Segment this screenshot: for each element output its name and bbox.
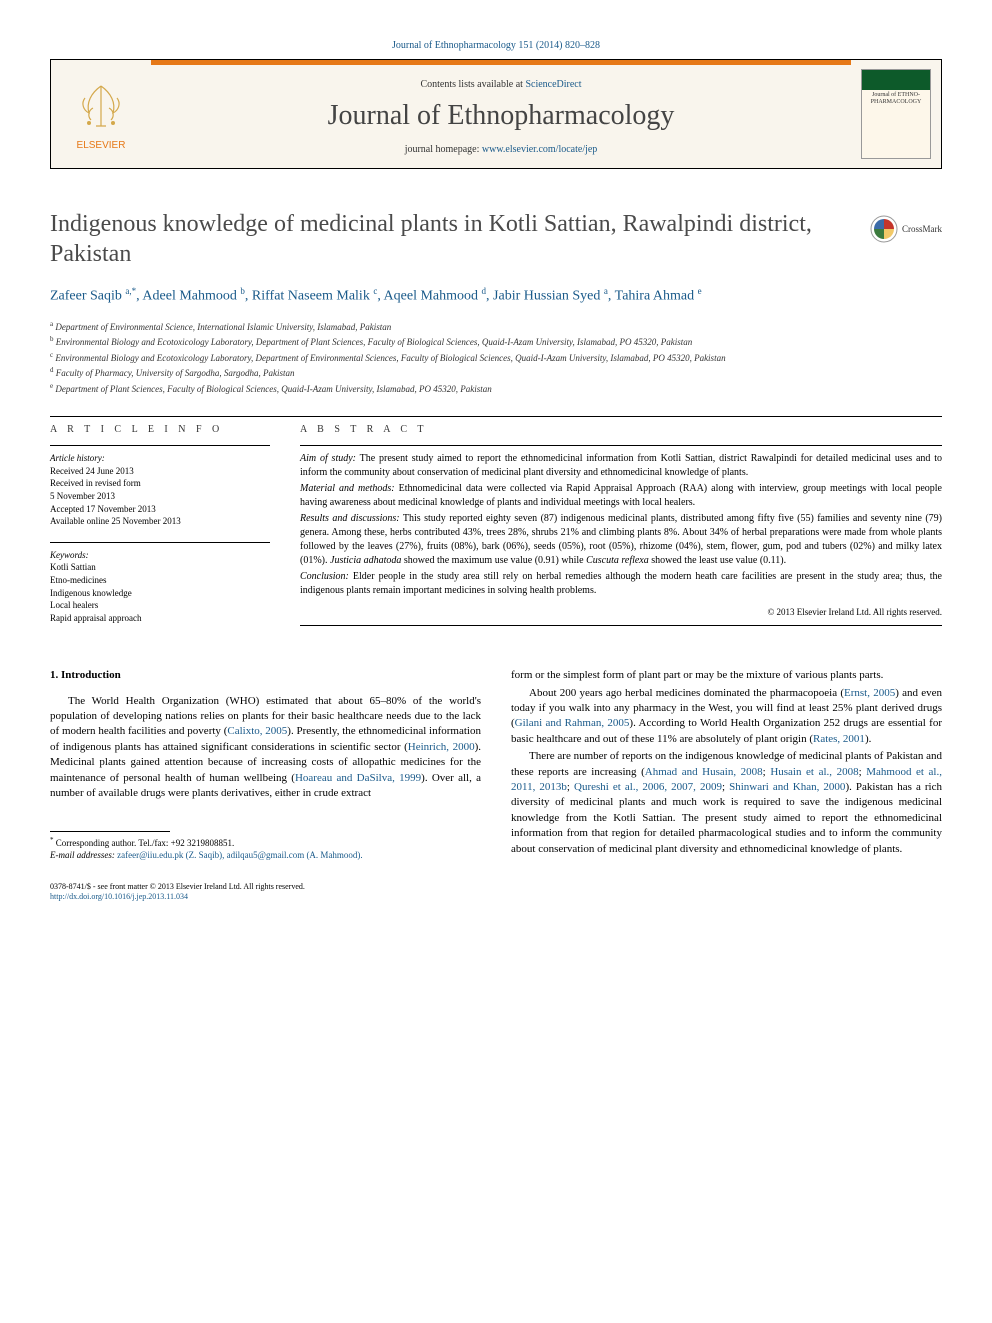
publisher-name: ELSEVIER (77, 140, 126, 151)
body-paragraph: form or the simplest form of plant part … (511, 668, 942, 683)
cover-title: Journal of ETHNO-PHARMACOLOGY (866, 92, 926, 106)
elsevier-tree-icon (71, 78, 131, 138)
affiliation-line: e Department of Plant Sciences, Faculty … (50, 381, 942, 397)
affiliation-line: d Faculty of Pharmacy, University of Sar… (50, 365, 942, 381)
publisher-logo: ELSEVIER (51, 60, 151, 168)
keywords-label: Keywords: (50, 549, 270, 562)
history-line: Available online 25 November 2013 (50, 515, 270, 528)
issn-copyright: 0378-8741/$ - see front matter © 2013 El… (50, 882, 481, 903)
header-center: Contents lists available at ScienceDirec… (151, 60, 851, 168)
running-head: Journal of Ethnopharmacology 151 (2014) … (50, 40, 942, 51)
sciencedirect-link[interactable]: ScienceDirect (525, 79, 581, 90)
history-line: 5 November 2013 (50, 490, 270, 503)
article-info-column: A R T I C L E I N F O Article history: R… (50, 423, 270, 638)
email-links[interactable]: zafeer@iiu.edu.pk (Z. Saqib), adilqau5@g… (117, 850, 363, 860)
email-label: E-mail addresses: (50, 850, 117, 860)
body-paragraph: There are number of reports on the indig… (511, 749, 942, 857)
keyword: Rapid appraisal approach (50, 612, 270, 625)
journal-name: Journal of Ethnopharmacology (328, 100, 675, 132)
keyword: Kotli Sattian (50, 561, 270, 574)
article-history: Article history: Received 24 June 2013Re… (50, 452, 270, 528)
crossmark-icon (870, 215, 898, 243)
abstract-column: A B S T R A C T Aim of study: The presen… (300, 423, 942, 638)
history-label: Article history: (50, 452, 270, 465)
abstract-copyright: © 2013 Elsevier Ireland Ltd. All rights … (300, 606, 942, 619)
affiliation-line: b Environmental Biology and Ecotoxicolog… (50, 334, 942, 350)
journal-cover-image: Journal of ETHNO-PHARMACOLOGY (861, 69, 931, 159)
divider (300, 445, 942, 446)
abstract-heading: A B S T R A C T (300, 423, 942, 437)
abstract-paragraph: Results and discussions: This study repo… (300, 512, 942, 568)
affiliations: a Department of Environmental Science, I… (50, 319, 942, 397)
body-paragraph: About 200 years ago herbal medicines dom… (511, 686, 942, 748)
section-heading-intro: 1. Introduction (50, 668, 481, 683)
abstract-paragraph: Material and methods: Ethnomedicinal dat… (300, 482, 942, 510)
history-line: Received in revised form (50, 477, 270, 490)
body-column-left: 1. Introduction The World Health Organiz… (50, 668, 481, 902)
keyword: Etno-medicines (50, 574, 270, 587)
journal-cover: Journal of ETHNO-PHARMACOLOGY (851, 60, 941, 168)
article-title: Indigenous knowledge of medicinal plants… (50, 209, 850, 269)
issn-line: 0378-8741/$ - see front matter © 2013 El… (50, 882, 481, 892)
homepage-link[interactable]: www.elsevier.com/locate/jep (482, 144, 597, 155)
contents-prefix: Contents lists available at (420, 79, 525, 90)
corr-text: Corresponding author. Tel./fax: +92 3219… (56, 838, 235, 848)
body-paragraph: The World Health Organization (WHO) esti… (50, 694, 481, 802)
authors: Zafeer Saqib a,*, Adeel Mahmood b, Riffa… (50, 285, 942, 307)
keyword: Local healers (50, 599, 270, 612)
article-info-heading: A R T I C L E I N F O (50, 423, 270, 437)
doi-link[interactable]: http://dx.doi.org/10.1016/j.jep.2013.11.… (50, 892, 481, 902)
journal-header: ELSEVIER Contents lists available at Sci… (50, 59, 942, 169)
history-line: Accepted 17 November 2013 (50, 503, 270, 516)
divider (50, 445, 270, 446)
corresponding-author-footnote: * Corresponding author. Tel./fax: +92 32… (50, 836, 481, 861)
abstract-paragraph: Conclusion: Elder people in the study ar… (300, 570, 942, 598)
abstract-paragraph: Aim of study: The present study aimed to… (300, 452, 942, 480)
homepage-prefix: journal homepage: (405, 144, 482, 155)
crossmark-label: CrossMark (902, 224, 942, 234)
contents-available: Contents lists available at ScienceDirec… (420, 79, 581, 90)
asterisk-icon: * (50, 836, 54, 844)
divider (50, 416, 942, 417)
keyword: Indigenous knowledge (50, 587, 270, 600)
divider (50, 542, 270, 543)
affiliation-line: a Department of Environmental Science, I… (50, 319, 942, 335)
divider (300, 625, 942, 626)
crossmark-badge[interactable]: CrossMark (870, 215, 942, 243)
keywords-block: Keywords: Kotli SattianEtno-medicinesInd… (50, 549, 270, 625)
history-line: Received 24 June 2013 (50, 465, 270, 478)
affiliation-line: c Environmental Biology and Ecotoxicolog… (50, 350, 942, 366)
footnote-divider (50, 831, 170, 832)
journal-homepage: journal homepage: www.elsevier.com/locat… (405, 144, 598, 155)
body-column-right: form or the simplest form of plant part … (511, 668, 942, 902)
